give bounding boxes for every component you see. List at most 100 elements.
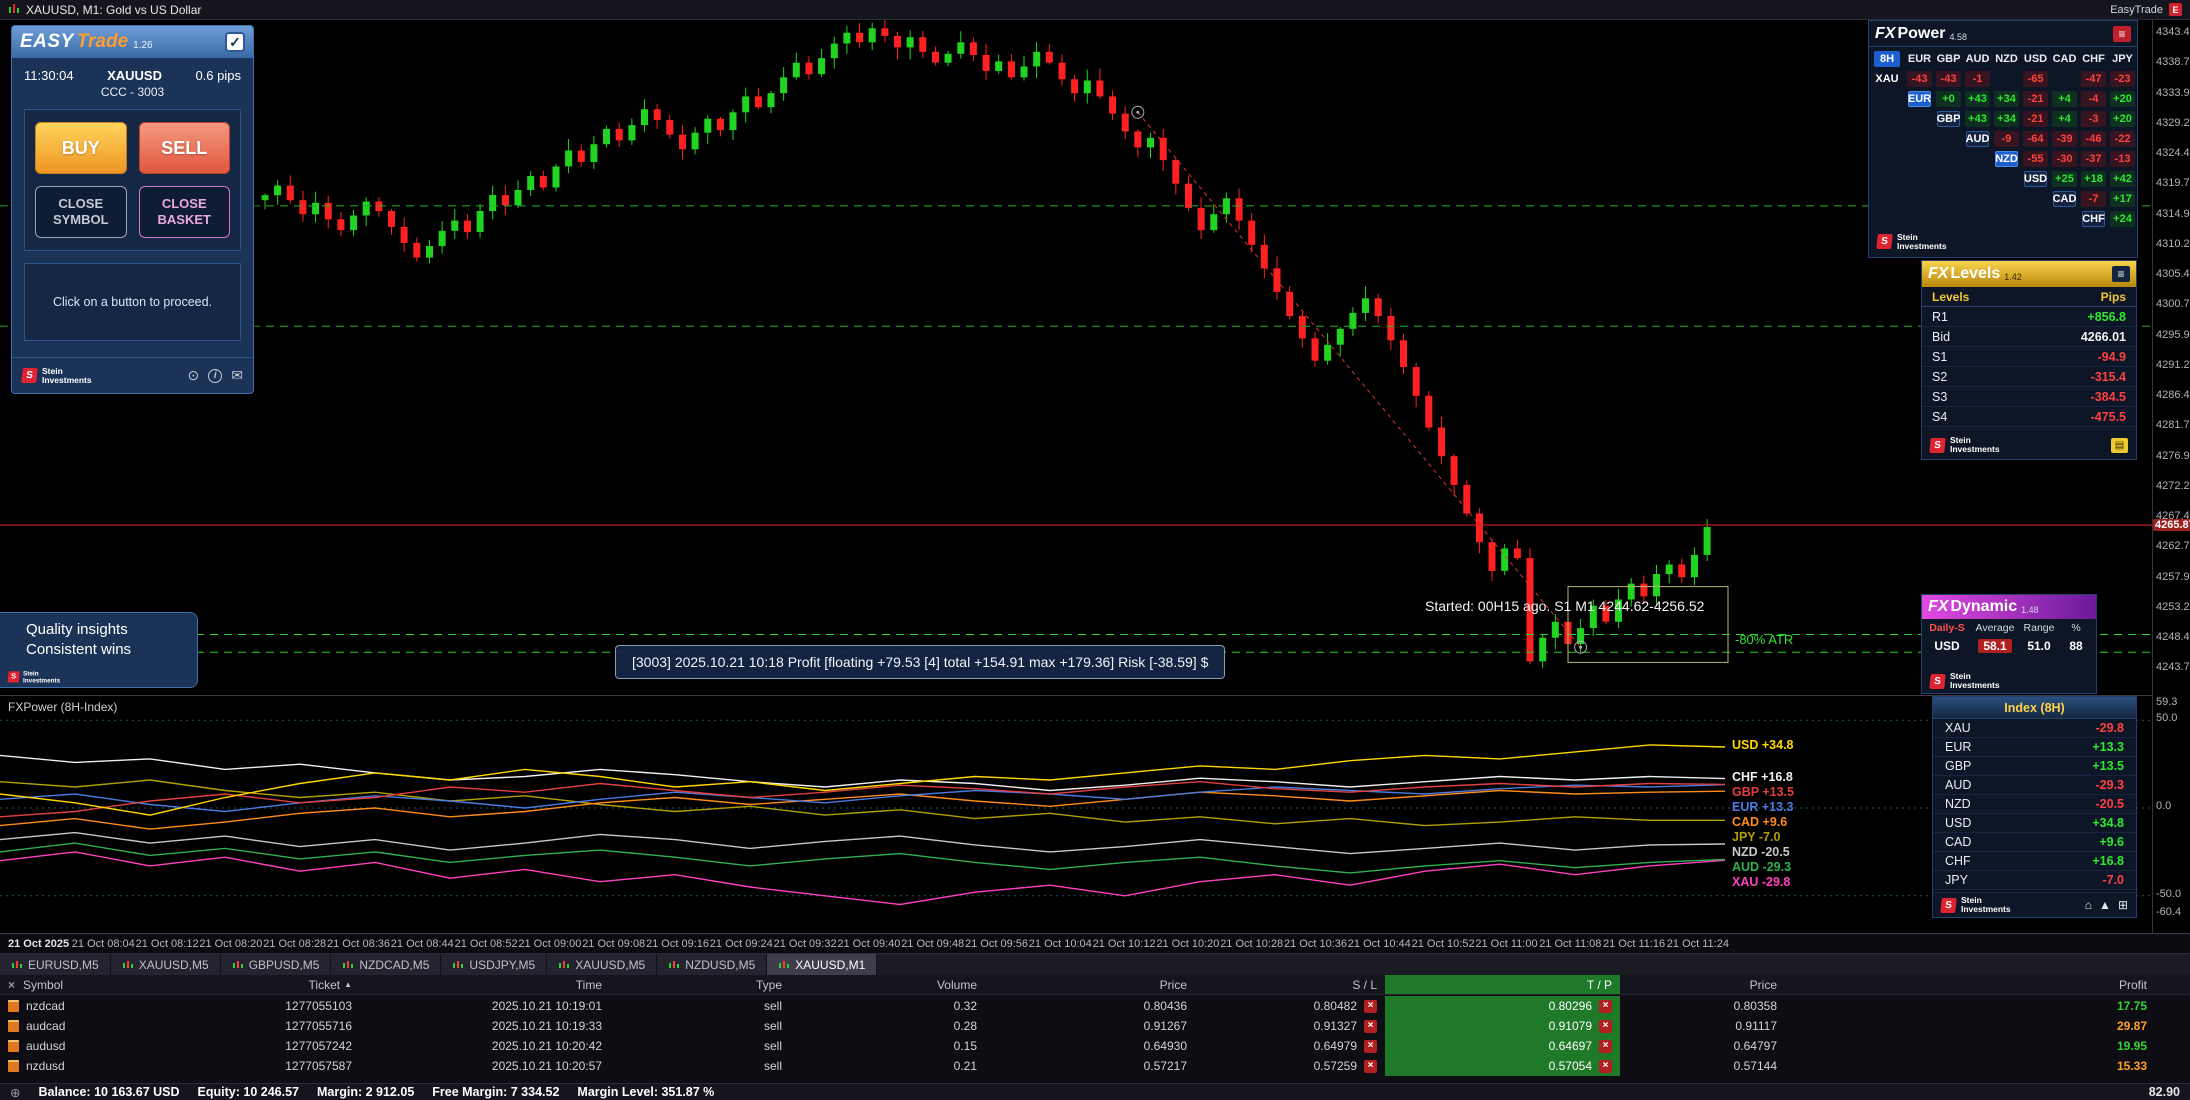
currency-name: AUD xyxy=(1945,778,1972,792)
chart-tab-xauusd-m5[interactable]: XAUUSD,M5 xyxy=(547,954,658,975)
price-axis-label: 4262.70 xyxy=(2156,540,2190,553)
order-row-nzdcad[interactable]: nzdcad 1277055103 2025.10.21 10:19:01 sell 0… xyxy=(0,996,2190,1016)
price-axis-label: 4300.70 xyxy=(2156,298,2190,311)
buy-button[interactable]: BUY xyxy=(35,122,127,174)
screenshot-icon[interactable]: ⊙ xyxy=(187,367,200,383)
fxpower-footer: S Stein Investments xyxy=(1869,229,2137,255)
fxpower-column-header: NZD xyxy=(1995,53,2018,65)
fxpower-empty-cell xyxy=(1963,149,1992,169)
fxpower-value-cell: -43 xyxy=(1907,71,1932,87)
currency-name: JPY xyxy=(1945,873,1968,887)
fxpower-row-label: USD xyxy=(2023,171,2048,187)
chart-tab-xauusd-m1[interactable]: XAUUSD,M1 xyxy=(767,954,878,975)
price-axis-label: 4243.70 xyxy=(2156,661,2190,674)
book-icon[interactable]: ▤ xyxy=(2111,437,2128,453)
level-name: R1 xyxy=(1932,309,1948,324)
fxpower-empty-cell xyxy=(1869,169,1905,189)
price-chart-canvas[interactable] xyxy=(0,20,2152,695)
remove-tp-button[interactable]: × xyxy=(1599,1059,1612,1073)
fxpower-value-cell: -3 xyxy=(2081,111,2106,127)
remove-tp-button[interactable]: × xyxy=(1599,1019,1612,1033)
chart-icon xyxy=(8,3,20,17)
chart-tab-gbpusd-m5[interactable]: GBPUSD,M5 xyxy=(220,954,332,975)
fxpower-row-label: CHF xyxy=(2082,211,2105,227)
time-axis-label: 21 Oct 09:32 xyxy=(773,938,837,950)
index-row-jpy: JPY -7.0 xyxy=(1933,871,2136,890)
index-row-eur: EUR +13.3 xyxy=(1933,738,2136,757)
fxpower-value-cell: +18 xyxy=(2081,171,2106,187)
fxpower-value-cell: -22 xyxy=(2110,131,2135,147)
fxpower-value-cell: +43 xyxy=(1965,91,1990,107)
fxpower-empty-cell xyxy=(1869,149,1905,169)
fxlevels-row-s2: S2 -315.4 xyxy=(1922,367,2136,387)
indicator-line-xau xyxy=(0,851,1726,906)
fxpower-value-cell: -4 xyxy=(2081,91,2106,107)
status-free-margin: Free Margin: 7 334.52 xyxy=(432,1085,560,1099)
info-icon[interactable]: i xyxy=(208,368,223,383)
trend-line[interactable] xyxy=(1131,105,1588,654)
indicator-scale-label: 0.0 xyxy=(2156,800,2172,813)
fxpower-header: FX Power 4.58 ≡ xyxy=(1869,21,2137,47)
order-row-audusd[interactable]: audusd 1277057242 2025.10.21 10:20:42 sell 0… xyxy=(0,1036,2190,1056)
time-axis-label: 21 Oct 11:00 xyxy=(1475,938,1538,950)
fxpower-value-cell: -46 xyxy=(2081,131,2106,147)
order-symbol: audusd xyxy=(26,1039,66,1053)
chart-mode-icon[interactable]: ▲ xyxy=(2099,898,2111,912)
remove-tp-button[interactable]: × xyxy=(1599,1039,1612,1053)
chart-tab-usdjpy-m5[interactable]: USDJPY,M5 xyxy=(441,954,548,975)
remove-tp-button[interactable]: × xyxy=(1599,999,1612,1013)
order-row-nzdusd[interactable]: nzdusd 1277057587 2025.10.21 10:20:57 sell 0… xyxy=(0,1056,2190,1076)
indicator-scale-label: -50.0 xyxy=(2156,887,2182,900)
chart-tab-nzdusd-m5[interactable]: NZDUSD,M5 xyxy=(657,954,768,975)
level-name: S2 xyxy=(1932,369,1948,384)
time-axis-label: 21 Oct 10:20 xyxy=(1156,938,1220,950)
fxpower-menu-icon[interactable]: ≡ xyxy=(2113,25,2131,42)
grid-icon[interactable]: ⊞ xyxy=(2117,898,2128,912)
time-axis-label: 21 Oct 09:40 xyxy=(837,938,901,950)
price-axis-label: 4338.70 xyxy=(2156,56,2190,69)
close-basket-button[interactable]: CLOSE BASKET xyxy=(138,186,230,238)
order-icon xyxy=(8,1020,19,1032)
easytrade-enabled-checkbox[interactable]: ✓ xyxy=(225,32,245,52)
fxpower-value-cell: -7 xyxy=(2081,191,2106,207)
order-row-audcad[interactable]: audcad 1277055716 2025.10.21 10:19:33 sell 0… xyxy=(0,1016,2190,1036)
order-profit: 17.75 xyxy=(2116,999,2147,1013)
indicator-region[interactable]: FXPower (8H-Index) xyxy=(0,695,2152,933)
indicator-canvas[interactable] xyxy=(0,696,2152,934)
fxlevels-header: FX Levels 1.42 ≡ xyxy=(1922,261,2136,287)
chart-icon xyxy=(11,958,23,972)
fxpower-value-cell: +4 xyxy=(2052,91,2077,107)
horizontal-level-lines xyxy=(0,205,2152,653)
order-symbol: nzdcad xyxy=(26,999,65,1013)
sell-button[interactable]: SELL xyxy=(138,122,230,174)
fxpower-value-cell: +0 xyxy=(1936,91,1961,107)
main-chart-region[interactable] xyxy=(0,20,2152,695)
fxlevels-menu-icon[interactable]: ≡ xyxy=(2112,266,2130,282)
close-symbol-button[interactable]: CLOSE SYMBOL xyxy=(35,186,127,238)
remove-sl-button[interactable]: × xyxy=(1364,1059,1377,1073)
chart-icon xyxy=(342,958,354,972)
remove-sl-button[interactable]: × xyxy=(1364,999,1377,1013)
index-8h-panel: Index (8H) XAU -29.8 EUR +13.3 GBP +13.5 AUD -2… xyxy=(1932,696,2137,918)
time-axis-label: 21 Oct 09:08 xyxy=(582,938,646,950)
fxpower-version: 4.58 xyxy=(1949,31,1967,42)
fxpower-empty-cell xyxy=(2050,209,2079,229)
close-toolbox-button[interactable]: × xyxy=(8,977,16,992)
easytrade-brand-label: EasyTrade xyxy=(2110,3,2163,16)
level-value: -384.5 xyxy=(2090,389,2126,404)
chart-tab-xauusd-m5[interactable]: XAUUSD,M5 xyxy=(110,954,221,975)
order-icon xyxy=(8,1060,19,1072)
fxpower-empty-cell xyxy=(1934,169,1963,189)
fxpower-empty-cell xyxy=(1905,189,1934,209)
price-axis-label: 4333.95 xyxy=(2156,86,2190,99)
time-axis-label: 21 Oct 09:16 xyxy=(646,938,709,950)
home-icon[interactable]: ⌂ xyxy=(2084,898,2093,912)
fxpower-empty-cell xyxy=(1869,129,1905,149)
remove-sl-button[interactable]: × xyxy=(1364,1039,1377,1053)
chart-tab-eurusd-m5[interactable]: EURUSD,M5 xyxy=(0,954,111,975)
fxpower-value-cell: -9 xyxy=(1994,131,2019,147)
mail-icon[interactable]: ✉ xyxy=(231,367,243,383)
remove-sl-button[interactable]: × xyxy=(1364,1019,1377,1033)
orders-table: × Symbol Ticket ▲ Time Type Volume Price S / L T … xyxy=(0,975,2190,1083)
chart-tab-nzdcad-m5[interactable]: NZDCAD,M5 xyxy=(331,954,442,975)
